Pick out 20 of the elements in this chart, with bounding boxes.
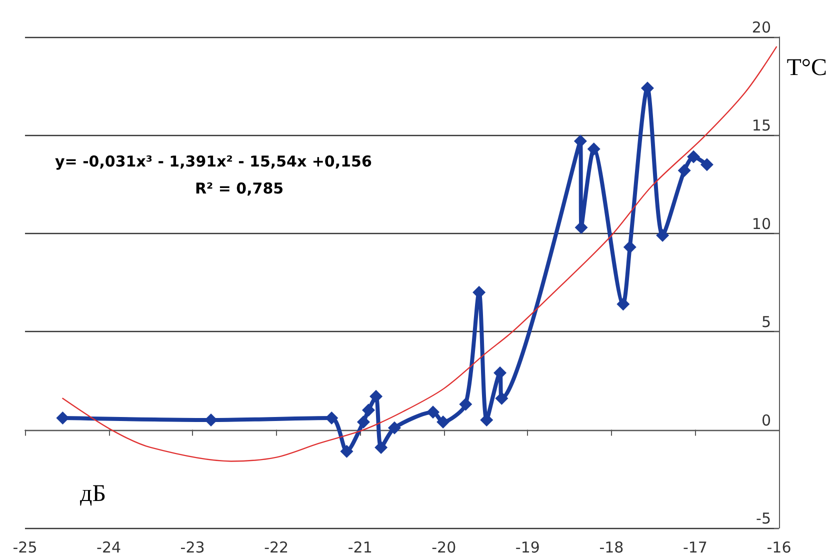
x-tick-label: -24 [96,538,122,555]
y-tick-label: 20 [752,18,771,36]
y-tick-label: 0 [761,411,771,430]
y-tick-label: 10 [752,214,771,233]
x-tick-label: -23 [180,538,205,555]
x-tick-label: -16 [766,538,792,555]
x-tick-label: -25 [12,538,38,555]
y-tick-label: 15 [752,116,771,135]
x-tick-label: -17 [682,538,708,555]
x-tick-label: -22 [264,538,289,555]
x-tick-label: -18 [599,538,624,555]
x-tick-label: -19 [515,538,540,555]
x-tick-label: -21 [348,538,372,555]
annotation: R² = 0,785 [195,180,284,198]
y-axis-title: T°C [786,55,827,81]
annotation: y= -0,031x³ - 1,391x² - 15,54x +0,156 [55,152,372,170]
x-axis-title: дБ [80,481,106,507]
x-tick-label: -20 [432,538,456,555]
y-tick-label: 5 [761,313,771,332]
y-tick-label: -5 [756,510,771,528]
